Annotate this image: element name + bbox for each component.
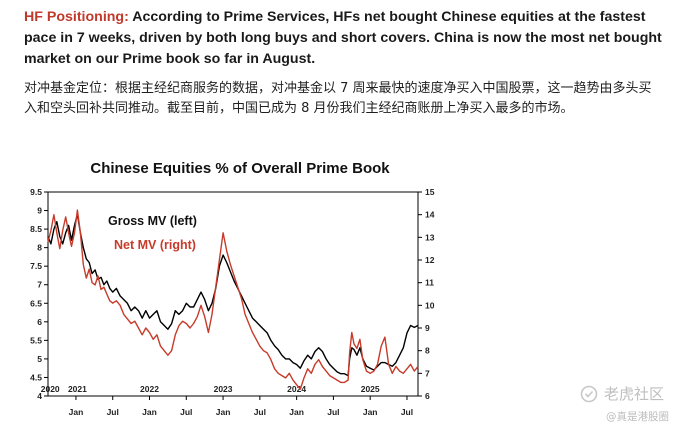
net-mv-line bbox=[47, 209, 419, 390]
right-tick-label: 6 bbox=[425, 391, 430, 401]
year-label: 2025 bbox=[361, 384, 380, 394]
left-tick-label: 8.5 bbox=[30, 224, 42, 234]
chinese-paragraph: 对冲基金定位：根据主经纪商服务的数据，对冲基金以 7 周来最快的速度净买入中国股… bbox=[24, 81, 652, 116]
month-label: Jul bbox=[254, 407, 266, 417]
year-label: 2024 bbox=[287, 384, 306, 394]
month-label: Jan bbox=[142, 407, 157, 417]
right-tick-label: 13 bbox=[425, 232, 435, 242]
month-label: Jul bbox=[401, 407, 413, 417]
english-paragraph: HF Positioning: According to Prime Servi… bbox=[24, 7, 664, 70]
tiger-logo-icon bbox=[580, 385, 598, 402]
left-tick-label: 4 bbox=[37, 391, 42, 401]
year-label: 2021 bbox=[68, 384, 87, 394]
article-text: HF Positioning: According to Prime Servi… bbox=[24, 7, 664, 119]
year-label: 2022 bbox=[140, 384, 159, 394]
legend-net-mv: Net MV (right) bbox=[114, 238, 196, 252]
month-label: Jul bbox=[180, 407, 192, 417]
highlight-label: HF Positioning: bbox=[24, 9, 129, 25]
left-tick-label: 6.5 bbox=[30, 298, 42, 308]
legend-gross-mv: Gross MV (left) bbox=[108, 214, 197, 228]
watermark-handle: @真是港股圈 bbox=[606, 411, 669, 423]
right-tick-label: 14 bbox=[425, 210, 435, 220]
left-tick-label: 7 bbox=[37, 280, 42, 290]
left-tick-label: 9 bbox=[37, 206, 42, 216]
left-tick-label: 7.5 bbox=[30, 261, 42, 271]
left-tick-label: 6 bbox=[37, 317, 42, 327]
right-tick-label: 9 bbox=[425, 323, 430, 333]
line-chart: 4 4.5 5 5.5 6 6.5 7 7.5 8 8.5 9 9.5 6 7 8 9 10 11 12 13 14 15… bbox=[30, 187, 435, 417]
month-label: Jan bbox=[363, 407, 378, 417]
chart-title: Chinese Equities % of Overall Prime Book bbox=[90, 160, 390, 177]
english-body: According to Prime Services, HFs net bou… bbox=[24, 9, 662, 67]
month-label: Jul bbox=[107, 407, 119, 417]
left-tick-label: 4.5 bbox=[30, 372, 42, 382]
left-tick-label: 8 bbox=[37, 243, 42, 253]
plot-frame bbox=[47, 191, 419, 397]
right-tick-label: 10 bbox=[425, 300, 435, 310]
year-label: 2023 bbox=[214, 384, 233, 394]
month-label: Jan bbox=[69, 407, 84, 417]
left-tick-label: 5.5 bbox=[30, 335, 42, 345]
right-tick-label: 8 bbox=[425, 346, 430, 356]
month-label: Jan bbox=[216, 407, 231, 417]
right-tick-label: 12 bbox=[425, 255, 435, 265]
month-label: Jan bbox=[289, 407, 304, 417]
left-tick-label: 5 bbox=[37, 354, 42, 364]
left-tick-label: 9.5 bbox=[30, 187, 42, 197]
watermark: 老虎社区 bbox=[580, 383, 664, 404]
gross-mv-line bbox=[47, 213, 419, 377]
right-tick-label: 7 bbox=[425, 368, 430, 378]
right-tick-label: 15 bbox=[425, 187, 435, 197]
watermark-text: 老虎社区 bbox=[604, 385, 665, 403]
right-tick-label: 11 bbox=[425, 278, 434, 288]
year-label: 2020 bbox=[41, 384, 60, 394]
month-label: Jul bbox=[327, 407, 339, 417]
